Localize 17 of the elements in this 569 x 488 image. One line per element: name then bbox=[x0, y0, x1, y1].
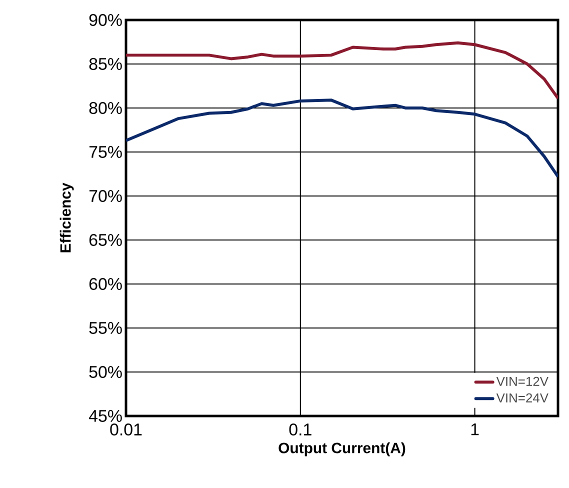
x-axis-title: Output Current(A) bbox=[278, 442, 406, 456]
legend-label: VIN=12V bbox=[496, 376, 548, 386]
y-tick-label: 85% bbox=[89, 58, 122, 70]
y-tick-label: 65% bbox=[89, 234, 122, 246]
legend-label: VIN=24V bbox=[496, 393, 548, 402]
x-tick-label: 0.1 bbox=[289, 423, 312, 436]
x-tick-label: 0.01 bbox=[110, 423, 142, 436]
y-tick-label: 55% bbox=[89, 322, 122, 334]
y-tick-label: 75% bbox=[89, 146, 122, 158]
y-tick-label: 60% bbox=[89, 278, 122, 290]
y-tick-label: 50% bbox=[89, 366, 122, 378]
y-tick-label: 80% bbox=[89, 102, 122, 114]
y-tick-label: 70% bbox=[89, 190, 122, 202]
x-tick-label: 1 bbox=[471, 423, 479, 436]
y-tick-label: 90% bbox=[89, 14, 122, 26]
y-axis-title: Efficiency bbox=[60, 182, 74, 252]
y-tick-label: 45% bbox=[88, 410, 122, 422]
